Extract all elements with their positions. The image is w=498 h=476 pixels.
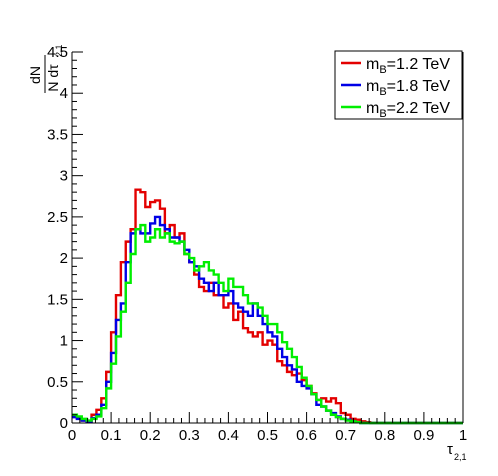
y-tick-label: 4 — [60, 85, 68, 102]
y-tick-label: 3 — [60, 168, 68, 185]
y-axis-title-denominator: N dτ — [45, 64, 61, 92]
series-line-3 — [72, 223, 463, 425]
legend-label-1: mB=1.2 TeV — [366, 56, 450, 76]
series-layer — [72, 188, 463, 425]
legend-entry-2: mB=1.8 TeV — [341, 78, 450, 98]
legend-entry-1: mB=1.2 TeV — [341, 56, 450, 76]
legend-label-3: mB=2.2 TeV — [366, 100, 450, 120]
x-tick-label: 0.7 — [335, 427, 356, 444]
x-axis-title: τ 2,1 — [447, 441, 467, 462]
x-tick-label: 0.1 — [101, 427, 122, 444]
y-axis-title-denominator-sub: 2,1 — [54, 44, 64, 57]
y-axis-title: dN N dτ 2,1 — [27, 44, 64, 93]
y-tick-label: 0.5 — [47, 374, 68, 391]
y-tick-label: 2 — [60, 250, 68, 267]
x-tick-label: 0.2 — [140, 427, 161, 444]
y-tick-label: 4.5 — [47, 44, 68, 61]
legend: mB=1.2 TeV mB=1.8 TeV mB=2.2 TeV — [334, 50, 463, 120]
x-tick-label: 0.5 — [257, 427, 278, 444]
y-tick-label: 2.5 — [47, 209, 68, 226]
x-tick-label: 0.9 — [413, 427, 434, 444]
x-tick-label: 0 — [68, 427, 76, 444]
y-tick-label: 0 — [60, 415, 68, 432]
y-tick-label: 3.5 — [47, 126, 68, 143]
y-axis-title-numerator: dN — [27, 66, 43, 84]
y-tick-label: 1.5 — [47, 291, 68, 308]
x-tick-label: 0.8 — [374, 427, 395, 444]
x-tick-label: 0.4 — [218, 427, 239, 444]
legend-label-2: mB=1.8 TeV — [366, 78, 450, 98]
x-tick-label: 1 — [459, 427, 467, 444]
x-tick-label: 0.3 — [179, 427, 200, 444]
legend-entry-3: mB=2.2 TeV — [341, 100, 450, 120]
x-axis-title-main: τ — [447, 441, 453, 458]
x-tick-label: 0.6 — [296, 427, 317, 444]
axes-layer: 0 0.1 0.2 0.3 0.4 0.5 0.6 0.7 0.8 0.9 1 0 0.5 1 1.5 2 2.… — [47, 44, 467, 444]
x-axis-title-sub: 2,1 — [454, 452, 467, 462]
y-tick-label: 1 — [60, 333, 68, 350]
